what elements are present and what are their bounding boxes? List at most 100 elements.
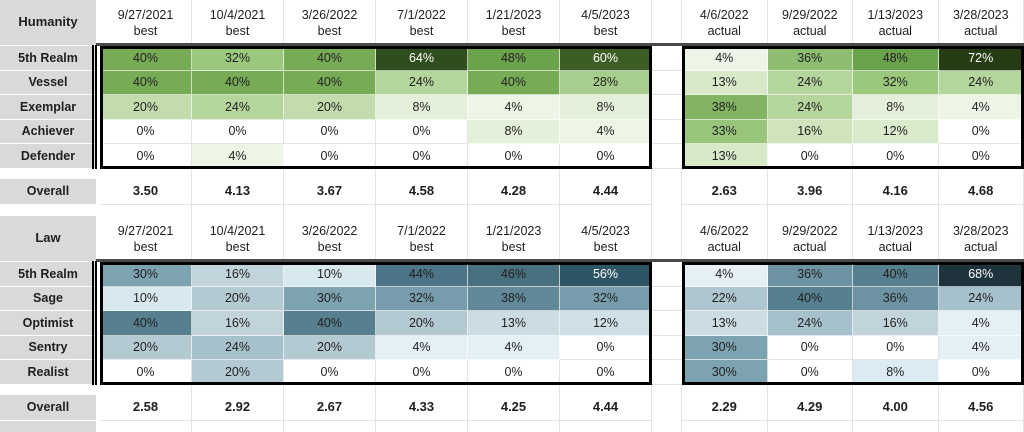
value-cell[interactable]: 40% — [284, 70, 376, 95]
value-cell[interactable]: 68% — [938, 262, 1024, 287]
value-cell[interactable]: 40% — [284, 46, 376, 71]
overall-value-cell[interactable]: 3.96 — [767, 178, 853, 205]
value-cell[interactable]: 30% — [100, 262, 192, 287]
overall-value-cell[interactable]: 4.00 — [853, 394, 939, 421]
value-cell[interactable]: 40% — [284, 311, 376, 336]
value-cell[interactable]: 8% — [853, 95, 939, 120]
value-cell[interactable]: 36% — [767, 46, 853, 71]
column-header-best[interactable]: 9/27/2021 best — [100, 216, 192, 262]
value-cell[interactable]: 0% — [100, 119, 192, 144]
value-cell[interactable]: 24% — [192, 95, 284, 120]
value-cell[interactable]: 0% — [284, 144, 376, 169]
column-header-actual[interactable]: 9/29/2022 actual — [768, 216, 853, 262]
overall-label[interactable]: Overall — [0, 178, 96, 205]
row-label[interactable]: Sage — [0, 286, 96, 311]
value-cell[interactable]: 30% — [682, 335, 768, 360]
value-cell[interactable]: 0% — [938, 144, 1024, 169]
value-cell[interactable]: 46% — [468, 262, 560, 287]
value-cell[interactable]: 0% — [376, 360, 468, 385]
value-cell[interactable]: 20% — [376, 311, 468, 336]
value-cell[interactable]: 20% — [192, 360, 284, 385]
value-cell[interactable]: 32% — [192, 46, 284, 71]
overall-value-cell[interactable]: 4.56 — [938, 394, 1024, 421]
column-header-best[interactable]: 7/1/2022 best — [376, 216, 468, 262]
overall-label[interactable]: Overall — [0, 394, 96, 421]
row-label[interactable]: Vessel — [0, 70, 96, 95]
column-header-best[interactable]: 1/21/2023 best — [468, 0, 560, 46]
column-header-best[interactable]: 4/5/2023 best — [560, 216, 652, 262]
value-cell[interactable]: 0% — [468, 144, 560, 169]
value-cell[interactable]: 40% — [468, 70, 560, 95]
column-header-actual[interactable]: 3/28/2023 actual — [939, 216, 1024, 262]
value-cell[interactable]: 4% — [376, 335, 468, 360]
value-cell[interactable]: 13% — [682, 311, 768, 336]
value-cell[interactable]: 30% — [682, 360, 768, 385]
overall-value-cell[interactable]: 4.25 — [468, 394, 560, 421]
value-cell[interactable]: 4% — [192, 144, 284, 169]
column-header-best[interactable]: 3/26/2022 best — [284, 0, 376, 46]
value-cell[interactable]: 12% — [853, 119, 939, 144]
row-label[interactable]: 5th Realm — [0, 262, 96, 287]
value-cell[interactable]: 40% — [767, 286, 853, 311]
overall-value-cell[interactable]: 4.28 — [468, 178, 560, 205]
row-label[interactable]: Defender — [0, 144, 96, 169]
value-cell[interactable]: 36% — [767, 262, 853, 287]
overall-value-cell[interactable]: 3.50 — [100, 178, 192, 205]
value-cell[interactable]: 22% — [682, 286, 768, 311]
column-header-actual[interactable]: 3/28/2023 actual — [939, 0, 1024, 46]
value-cell[interactable]: 13% — [468, 311, 560, 336]
overall-value-cell[interactable]: 4.68 — [938, 178, 1024, 205]
column-header-best[interactable]: 3/26/2022 best — [284, 216, 376, 262]
column-header-best[interactable]: 1/21/2023 best — [468, 216, 560, 262]
value-cell[interactable]: 24% — [767, 311, 853, 336]
overall-value-cell[interactable]: 4.44 — [560, 178, 652, 205]
value-cell[interactable]: 40% — [100, 311, 192, 336]
value-cell[interactable]: 40% — [100, 46, 192, 71]
overall-value-cell[interactable]: 2.92 — [192, 394, 284, 421]
value-cell[interactable]: 24% — [767, 70, 853, 95]
value-cell[interactable]: 0% — [284, 360, 376, 385]
value-cell[interactable]: 40% — [100, 70, 192, 95]
row-label[interactable]: Exemplar — [0, 95, 96, 120]
overall-value-cell[interactable]: 4.33 — [376, 394, 468, 421]
row-label[interactable]: Achiever — [0, 119, 96, 144]
value-cell[interactable]: 32% — [853, 70, 939, 95]
value-cell[interactable]: 0% — [767, 335, 853, 360]
column-header-best[interactable]: 10/4/2021 best — [192, 0, 284, 46]
value-cell[interactable]: 48% — [468, 46, 560, 71]
overall-value-cell[interactable]: 4.44 — [560, 394, 652, 421]
value-cell[interactable]: 0% — [938, 119, 1024, 144]
value-cell[interactable]: 38% — [468, 286, 560, 311]
value-cell[interactable]: 64% — [376, 46, 468, 71]
value-cell[interactable]: 24% — [938, 286, 1024, 311]
column-header-actual[interactable]: 9/29/2022 actual — [768, 0, 853, 46]
value-cell[interactable]: 0% — [853, 144, 939, 169]
column-header-best[interactable]: 9/27/2021 best — [100, 0, 192, 46]
value-cell[interactable]: 32% — [560, 286, 652, 311]
overall-value-cell[interactable]: 2.67 — [284, 394, 376, 421]
overall-value-cell[interactable]: 3.67 — [284, 178, 376, 205]
value-cell[interactable]: 16% — [767, 119, 853, 144]
value-cell[interactable]: 10% — [100, 286, 192, 311]
overall-value-cell[interactable]: 2.58 — [100, 394, 192, 421]
value-cell[interactable]: 24% — [376, 70, 468, 95]
value-cell[interactable]: 0% — [767, 360, 853, 385]
row-label[interactable]: 5th Realm — [0, 46, 96, 71]
value-cell[interactable]: 38% — [682, 95, 768, 120]
value-cell[interactable]: 4% — [682, 46, 768, 71]
humanity-title-cell[interactable]: Humanity — [0, 0, 96, 46]
value-cell[interactable]: 0% — [468, 360, 560, 385]
value-cell[interactable]: 13% — [682, 144, 768, 169]
overall-value-cell[interactable]: 4.29 — [767, 394, 853, 421]
value-cell[interactable]: 8% — [853, 360, 939, 385]
value-cell[interactable]: 30% — [284, 286, 376, 311]
value-cell[interactable]: 24% — [192, 335, 284, 360]
value-cell[interactable]: 20% — [284, 95, 376, 120]
value-cell[interactable]: 20% — [100, 335, 192, 360]
value-cell[interactable]: 40% — [192, 70, 284, 95]
column-header-best[interactable]: 10/4/2021 best — [192, 216, 284, 262]
value-cell[interactable]: 32% — [376, 286, 468, 311]
value-cell[interactable]: 33% — [682, 119, 768, 144]
value-cell[interactable]: 44% — [376, 262, 468, 287]
column-header-actual[interactable]: 4/6/2022 actual — [682, 0, 768, 46]
